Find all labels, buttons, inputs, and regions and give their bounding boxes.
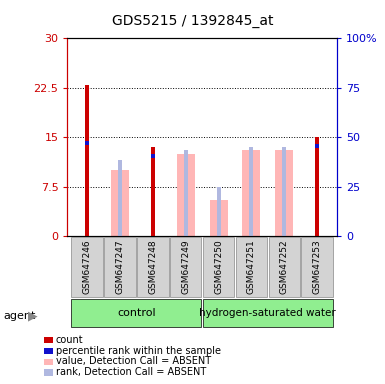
Bar (85, 84, 89, 236)
Bar (249, 147, 253, 236)
Bar (315, 144, 319, 149)
Text: GSM647249: GSM647249 (181, 240, 190, 294)
Text: GDS5215 / 1392845_at: GDS5215 / 1392845_at (112, 14, 273, 28)
FancyBboxPatch shape (203, 237, 234, 297)
FancyBboxPatch shape (268, 237, 300, 297)
Text: agent: agent (4, 311, 36, 321)
Text: ▶: ▶ (28, 309, 37, 322)
Bar (209, 200, 228, 236)
FancyBboxPatch shape (170, 237, 201, 297)
Text: GSM647247: GSM647247 (116, 240, 124, 294)
FancyBboxPatch shape (236, 237, 267, 297)
Bar (111, 170, 129, 236)
Text: rank, Detection Call = ABSENT: rank, Detection Call = ABSENT (56, 367, 206, 377)
Text: hydrogen-saturated water: hydrogen-saturated water (199, 308, 336, 318)
FancyBboxPatch shape (104, 237, 136, 297)
Bar (118, 161, 122, 236)
FancyBboxPatch shape (71, 237, 103, 297)
Bar (151, 147, 155, 236)
FancyBboxPatch shape (301, 237, 333, 297)
Text: control: control (117, 308, 156, 318)
Text: count: count (56, 335, 84, 345)
Bar (184, 151, 187, 236)
Bar (243, 151, 261, 236)
Text: GSM647250: GSM647250 (214, 240, 223, 294)
Bar (275, 151, 293, 236)
Text: value, Detection Call = ABSENT: value, Detection Call = ABSENT (56, 356, 211, 366)
FancyBboxPatch shape (203, 298, 333, 328)
Bar (151, 154, 155, 158)
Bar (315, 137, 319, 236)
Text: GSM647248: GSM647248 (148, 240, 157, 294)
Bar (217, 187, 221, 236)
Bar (177, 154, 195, 236)
Text: GSM647253: GSM647253 (313, 240, 321, 294)
Bar (282, 147, 286, 236)
Text: GSM647251: GSM647251 (247, 240, 256, 294)
Text: percentile rank within the sample: percentile rank within the sample (56, 346, 221, 356)
Bar (85, 141, 89, 145)
FancyBboxPatch shape (71, 298, 201, 328)
Text: GSM647246: GSM647246 (83, 240, 92, 294)
FancyBboxPatch shape (137, 237, 169, 297)
Text: GSM647252: GSM647252 (280, 240, 289, 294)
